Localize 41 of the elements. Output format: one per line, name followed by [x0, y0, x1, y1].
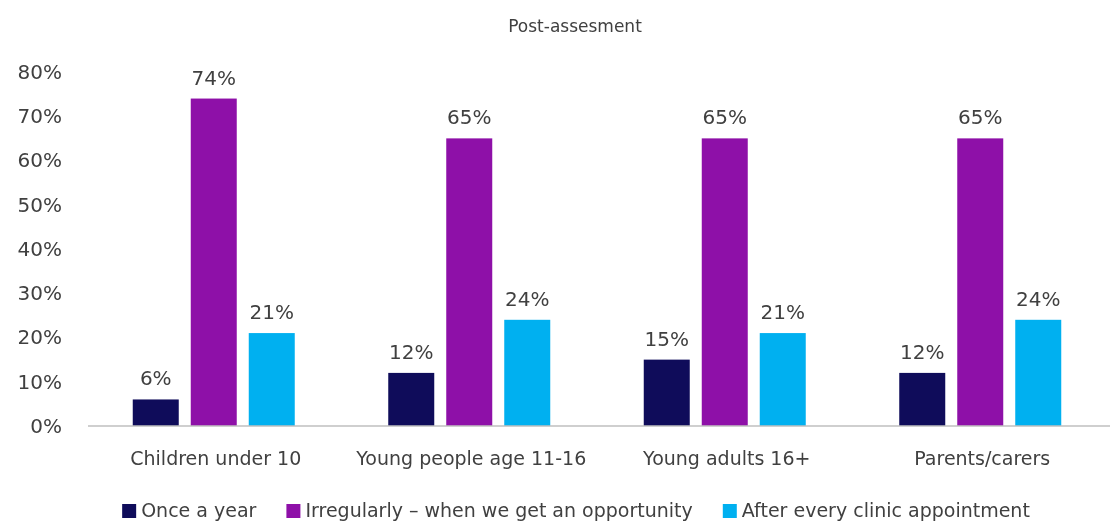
- y-tick-label: 60%: [17, 148, 62, 173]
- bar: [388, 372, 435, 426]
- bar: [701, 138, 748, 426]
- y-tick-label: 50%: [17, 192, 62, 217]
- data-label: 65%: [702, 105, 747, 130]
- y-tick-label: 0%: [30, 413, 62, 438]
- bar: [759, 333, 806, 426]
- y-tick-label: 40%: [17, 236, 62, 261]
- data-label: 65%: [958, 105, 1003, 130]
- bar: [132, 399, 179, 426]
- data-label: 65%: [447, 105, 492, 130]
- data-label: 74%: [191, 65, 236, 90]
- data-label: 24%: [1016, 286, 1061, 311]
- data-label: 12%: [900, 339, 945, 364]
- x-tick-label: Parents/carers: [914, 447, 1051, 469]
- bar: [1015, 319, 1062, 426]
- y-tick-label: 30%: [17, 281, 62, 306]
- bar: [504, 319, 551, 426]
- legend-label: After every clinic appointment: [741, 499, 1030, 521]
- x-tick-label: Children under 10: [130, 447, 302, 469]
- y-tick-label: 20%: [17, 325, 62, 350]
- y-tick-label: 10%: [17, 369, 62, 394]
- legend-label: Irregularly – when we get an opportunity: [305, 499, 693, 521]
- y-tick-label: 70%: [17, 104, 62, 129]
- data-label: 21%: [760, 300, 805, 325]
- y-tick-label: 80%: [17, 59, 62, 84]
- chart-title: Post-assesment: [508, 16, 643, 36]
- legend-label: Once a year: [141, 499, 257, 521]
- data-label: 6%: [139, 366, 172, 391]
- x-tick-label: Young people age 11-16: [355, 447, 587, 469]
- x-tick-label: Young adults 16+: [642, 447, 811, 469]
- bar: [899, 372, 946, 426]
- bar: [190, 98, 237, 426]
- bar: [248, 333, 295, 426]
- data-label: 21%: [249, 300, 294, 325]
- bar: [957, 138, 1004, 426]
- data-label: 15%: [644, 326, 689, 351]
- bar: [643, 359, 690, 426]
- data-label: 24%: [505, 286, 550, 311]
- data-label: 12%: [389, 339, 434, 364]
- bar: [446, 138, 493, 426]
